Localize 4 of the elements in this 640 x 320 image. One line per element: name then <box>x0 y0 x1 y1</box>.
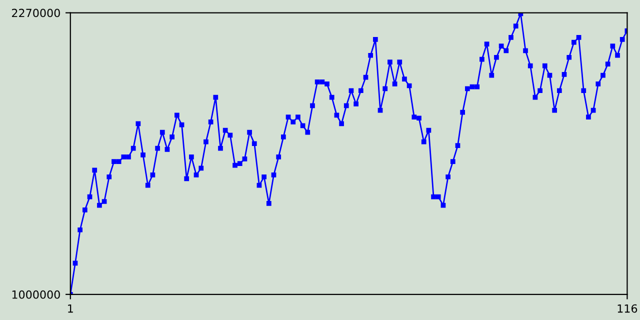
x-tick-label: 1 <box>68 304 73 313</box>
y-tick-label: 2270000 <box>12 8 60 18</box>
y-tick-label: 1000000 <box>12 290 60 299</box>
x-tick-label: 116 <box>618 304 638 313</box>
